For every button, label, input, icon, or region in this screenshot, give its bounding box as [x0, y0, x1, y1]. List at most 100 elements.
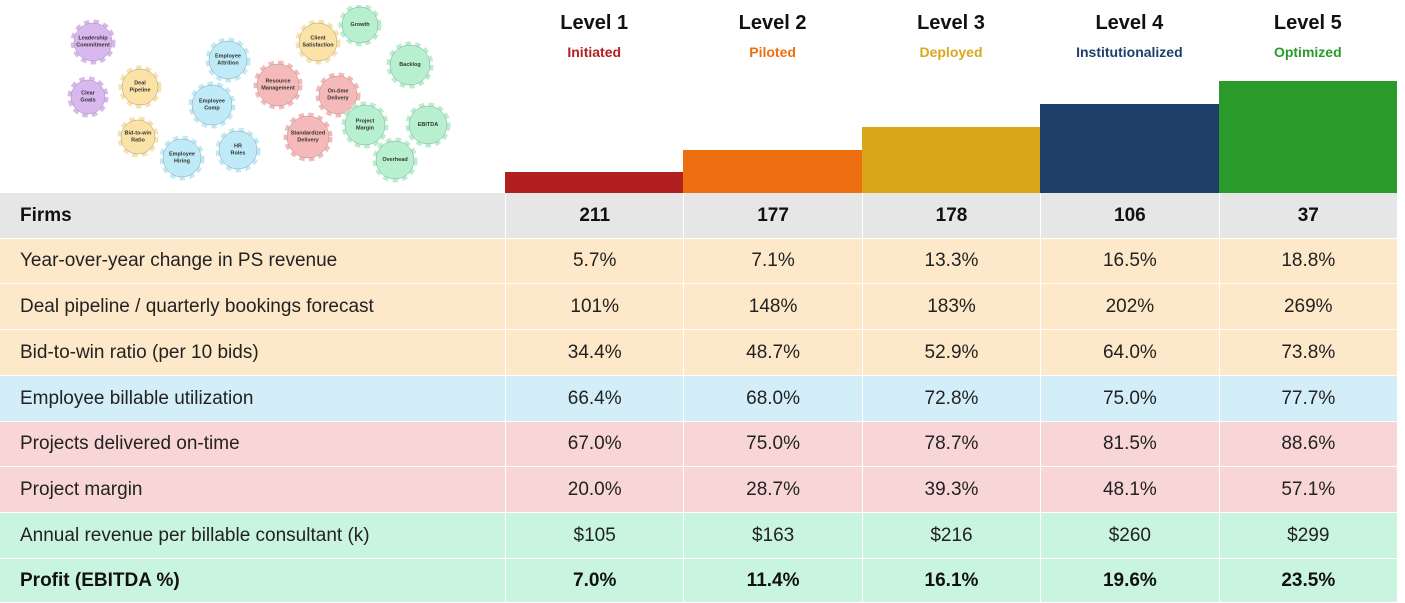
cell-value: 211: [505, 193, 684, 239]
cell-value: $260: [1040, 513, 1219, 559]
gear-label: Deal Pipeline: [129, 81, 150, 94]
cell-value: 78.7%: [861, 422, 1041, 467]
gear-label: EBITDA: [418, 122, 439, 128]
level-title: Level 3: [917, 12, 985, 34]
level-title: Level 1: [560, 12, 629, 34]
cell-value: $163: [683, 513, 862, 559]
cell-value: 11.4%: [683, 559, 862, 603]
cell-value: 178: [861, 193, 1041, 239]
gear-label: Employee Hiring: [169, 152, 195, 165]
gear: [120, 119, 156, 155]
cell-value: 20.0%: [505, 467, 684, 513]
level-bar: [861, 127, 1041, 193]
level-title: Level 2: [738, 12, 807, 34]
row-label: Projects delivered on-time: [0, 422, 505, 467]
cell-value: 48.1%: [1040, 467, 1219, 513]
cell-value: 148%: [683, 284, 862, 330]
gear-label: Client Satisfaction: [302, 36, 334, 49]
level-bar: [505, 172, 684, 193]
cell-value: 48.7%: [683, 330, 862, 376]
gear: [208, 40, 248, 80]
gear-label: Project Margin: [356, 119, 375, 132]
cell-value: 75.0%: [1040, 376, 1219, 422]
cell-value: 269%: [1218, 284, 1397, 330]
cell-value: 7.0%: [505, 559, 684, 603]
row-label: Bid-to-win ratio (per 10 bids): [0, 330, 505, 376]
row-label: Profit (EBITDA %): [0, 559, 505, 603]
row-label: Employee billable utilization: [0, 376, 505, 422]
cell-value: 67.0%: [505, 422, 684, 467]
gear-label: Backlog: [399, 62, 420, 68]
cell-value: 23.5%: [1218, 559, 1397, 603]
cell-value: 57.1%: [1218, 467, 1397, 513]
cell-value: 64.0%: [1040, 330, 1219, 376]
cell-value: 16.1%: [861, 559, 1041, 603]
gear-label: Leadership Commitment: [76, 36, 110, 49]
row-label: Project margin: [0, 467, 505, 513]
cell-value: 13.3%: [861, 239, 1041, 284]
level-bar: [1040, 104, 1219, 193]
cell-value: 183%: [861, 284, 1041, 330]
cell-value: 177: [683, 193, 862, 239]
row-label: Firms: [0, 193, 505, 239]
gear-label: Clear Goals: [80, 91, 95, 104]
cell-value: 52.9%: [861, 330, 1041, 376]
gear-label: Employee Comp: [199, 99, 225, 112]
gear: [318, 75, 358, 115]
gear-label: Resource Management: [261, 79, 295, 92]
cell-value: 16.5%: [1040, 239, 1219, 284]
cell-value: 37: [1218, 193, 1397, 239]
gear-label: Bid-to-win Ratio: [125, 131, 153, 144]
cell-value: 106: [1040, 193, 1219, 239]
cell-value: $105: [505, 513, 684, 559]
cell-value: 66.4%: [505, 376, 684, 422]
gear: [162, 138, 202, 178]
row-label: Annual revenue per billable consultant (…: [0, 513, 505, 559]
gear: [286, 115, 330, 159]
cell-value: 75.0%: [683, 422, 862, 467]
gear-diagram: Leadership Commitment Clear Goals Deal Pipeli…: [67, 5, 451, 183]
cell-value: 7.1%: [683, 239, 862, 284]
gear: [70, 79, 106, 115]
cell-value: 18.8%: [1218, 239, 1397, 284]
gear: [191, 84, 233, 126]
cell-value: 88.6%: [1218, 422, 1397, 467]
cell-value: 202%: [1040, 284, 1219, 330]
level-title: Level 5: [1273, 12, 1342, 34]
cell-value: 77.7%: [1218, 376, 1397, 422]
row-label: Year-over-year change in PS revenue: [0, 239, 505, 284]
gear: [341, 6, 379, 44]
cell-value: 34.4%: [505, 330, 684, 376]
cell-value: 81.5%: [1040, 422, 1219, 467]
cell-value: 73.8%: [1218, 330, 1397, 376]
gear: [121, 68, 159, 106]
gear: [389, 44, 431, 86]
gear: [375, 140, 415, 180]
level-bar: [683, 150, 862, 193]
gear-label: On-time Delivery: [327, 89, 349, 102]
level-stage: Piloted: [749, 44, 796, 60]
level-bar: [1218, 81, 1397, 193]
cell-value: $299: [1218, 513, 1397, 559]
gear-label: Growth: [350, 22, 370, 28]
cell-value: 101%: [505, 284, 684, 330]
cell-value: 28.7%: [683, 467, 862, 513]
level-title: Level 4: [1095, 12, 1164, 34]
gear-label: HR Roles: [231, 144, 246, 157]
cell-value: $216: [861, 513, 1041, 559]
gear: [408, 105, 448, 145]
cell-value: 5.7%: [505, 239, 684, 284]
cell-value: 72.8%: [861, 376, 1041, 422]
row-label: Deal pipeline / quarterly bookings forec…: [0, 284, 505, 330]
gear: [256, 63, 300, 107]
cell-value: 19.6%: [1040, 559, 1219, 603]
gear: [218, 130, 258, 170]
gear-label: Employee Attrition: [215, 54, 241, 67]
gear-label: Standardized Delivery: [291, 131, 326, 144]
cell-value: 39.3%: [861, 467, 1041, 513]
level-stage: Optimized: [1273, 44, 1342, 60]
gear: [344, 104, 386, 146]
level-stage: Deployed: [919, 44, 983, 60]
level-stage: Institutionalized: [1076, 44, 1183, 60]
